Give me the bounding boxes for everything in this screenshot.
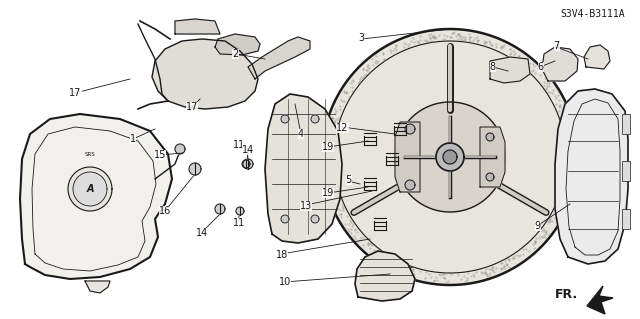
Text: 10: 10 [278, 277, 291, 287]
Text: 14: 14 [195, 228, 208, 238]
Polygon shape [405, 124, 415, 134]
Text: 9: 9 [534, 221, 541, 232]
Polygon shape [175, 19, 220, 34]
Text: 4: 4 [298, 129, 304, 139]
Polygon shape [542, 47, 578, 81]
Polygon shape [322, 29, 578, 285]
Polygon shape [405, 180, 415, 190]
Text: 19: 19 [322, 188, 335, 198]
Polygon shape [395, 102, 505, 212]
Text: 17: 17 [69, 87, 82, 98]
Polygon shape [281, 215, 289, 223]
Bar [622, 114, 630, 134]
Text: FR.: FR. [555, 287, 578, 300]
Text: SRS: SRS [84, 152, 95, 157]
Polygon shape [311, 215, 319, 223]
Text: 7: 7 [554, 41, 560, 51]
Polygon shape [555, 89, 628, 264]
Polygon shape [355, 251, 415, 301]
Polygon shape [436, 143, 464, 171]
Text: 16: 16 [159, 205, 172, 216]
Polygon shape [486, 173, 494, 181]
Polygon shape [243, 159, 253, 169]
Bar [622, 209, 630, 229]
Polygon shape [152, 39, 258, 109]
Polygon shape [584, 45, 610, 69]
Polygon shape [68, 167, 112, 211]
Text: A: A [86, 184, 93, 194]
Polygon shape [587, 286, 613, 314]
Text: 18: 18 [275, 250, 288, 260]
Text: 8: 8 [490, 62, 496, 72]
Polygon shape [443, 150, 457, 164]
Text: 12: 12 [336, 122, 349, 133]
Polygon shape [20, 114, 172, 279]
Text: S3V4-B3111A: S3V4-B3111A [560, 9, 625, 19]
Text: 1: 1 [130, 134, 136, 144]
Polygon shape [215, 34, 260, 55]
Polygon shape [215, 204, 225, 214]
Polygon shape [480, 127, 505, 187]
Text: 5: 5 [346, 175, 352, 185]
Polygon shape [242, 160, 250, 168]
Text: 17: 17 [186, 102, 198, 112]
Text: 11: 11 [232, 218, 245, 228]
Text: 15: 15 [154, 150, 166, 160]
Text: 11: 11 [232, 140, 245, 150]
Polygon shape [281, 115, 289, 123]
Polygon shape [189, 163, 201, 175]
Polygon shape [85, 281, 110, 293]
Polygon shape [486, 133, 494, 141]
Polygon shape [265, 94, 342, 243]
Polygon shape [248, 37, 310, 79]
Bar [622, 161, 630, 181]
Text: 19: 19 [322, 142, 335, 152]
Text: 14: 14 [242, 145, 255, 155]
Text: 3: 3 [358, 33, 365, 43]
Text: 2: 2 [232, 49, 239, 59]
Polygon shape [175, 144, 185, 154]
Polygon shape [490, 57, 530, 83]
Polygon shape [236, 207, 244, 215]
Polygon shape [311, 115, 319, 123]
Text: 6: 6 [538, 62, 544, 72]
Text: 13: 13 [300, 201, 312, 211]
Polygon shape [395, 122, 420, 192]
Polygon shape [73, 172, 107, 206]
